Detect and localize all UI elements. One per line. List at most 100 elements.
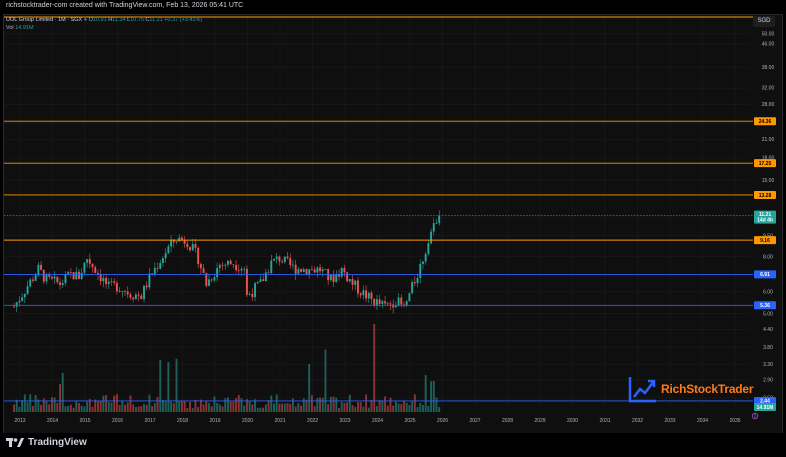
volume-bar	[210, 406, 213, 412]
candle-body	[321, 269, 324, 272]
candle-body	[83, 262, 86, 273]
candle-body	[32, 279, 34, 281]
last-price-countdown: 14d 4h	[757, 218, 773, 224]
candle-body	[370, 292, 373, 299]
price-level-pill	[754, 190, 776, 199]
x-tick-label: 2026	[437, 418, 448, 424]
volume-bar	[37, 399, 40, 412]
candle-body	[124, 291, 126, 292]
x-tick-label: 2021	[274, 418, 285, 424]
candle-body	[302, 269, 305, 272]
volume-bar	[88, 399, 91, 412]
candle-body	[221, 264, 224, 266]
volume-bar	[292, 398, 294, 412]
candle-body	[378, 299, 381, 304]
candle-body	[167, 246, 170, 254]
candle-body	[118, 291, 121, 292]
volume-bar	[61, 373, 64, 412]
candle-body	[53, 276, 56, 279]
candle-body	[178, 237, 181, 242]
volume-bar	[13, 404, 15, 412]
volume-bar	[424, 375, 427, 412]
candle-body	[419, 263, 422, 278]
volume-bar	[224, 398, 227, 412]
volume-bar	[254, 399, 256, 412]
volume-bar	[221, 406, 224, 412]
volume-bar	[172, 403, 175, 412]
volume-bar	[118, 405, 121, 412]
volume-bar	[86, 401, 89, 412]
volume-bar	[102, 395, 105, 412]
symbol-name: UOL Group Limited · 1M · SGX	[6, 17, 83, 23]
candle-body	[129, 294, 132, 298]
candle-body	[373, 298, 376, 306]
volume-bar	[430, 381, 433, 412]
candle-body	[183, 239, 186, 244]
candle-body	[308, 269, 311, 275]
price-level-pill-label: 2.44	[760, 399, 770, 405]
x-tick-label: 2013	[14, 418, 25, 424]
y-tick-label: 15.00	[762, 178, 775, 184]
volume-bar	[416, 407, 419, 412]
candle-body	[107, 281, 110, 284]
volume-bar	[29, 394, 32, 412]
candle-body	[137, 294, 140, 296]
price-level-pill	[754, 117, 776, 126]
volume-bar	[42, 398, 45, 412]
currency-button[interactable]: SGD	[753, 16, 775, 27]
chart-settings-icon[interactable]	[751, 412, 759, 420]
tradingview-logo[interactable]: TradingView	[6, 437, 87, 448]
candle-body	[48, 274, 51, 277]
x-tick-label: 2017	[144, 418, 155, 424]
candle-body	[324, 268, 327, 270]
volume-bar	[275, 394, 278, 412]
volume-bar	[251, 404, 254, 412]
volume-bar	[78, 403, 80, 412]
volume-bar	[213, 396, 216, 412]
volume-bar	[170, 401, 173, 412]
volume-bar	[126, 402, 129, 412]
volume-bar	[110, 402, 113, 412]
volume-bar	[321, 397, 324, 412]
volume-bar	[115, 394, 118, 412]
candle-body	[405, 301, 408, 306]
price-level-pill	[754, 270, 776, 279]
volume-bar	[129, 395, 132, 412]
candle-body	[381, 301, 384, 304]
candle-body	[175, 241, 178, 243]
candle-body	[189, 247, 191, 251]
volume-bar	[178, 401, 181, 412]
candle-body	[262, 279, 265, 282]
volume-bar	[32, 405, 34, 412]
candle-body	[384, 301, 386, 304]
price-level-pill	[754, 301, 776, 310]
x-tick-label: 2014	[47, 418, 58, 424]
candle-body	[270, 260, 273, 274]
candle-body	[115, 282, 118, 292]
volume-bar	[340, 401, 343, 412]
volume-bar	[91, 406, 94, 412]
candle-body	[216, 268, 219, 278]
candle-body	[313, 269, 316, 273]
tradingview-icon	[6, 438, 24, 447]
volume-bar	[294, 406, 297, 412]
candle-body	[186, 243, 189, 248]
y-tick-label: 38.00	[762, 65, 775, 71]
volume-bar	[72, 407, 75, 412]
candle-body	[148, 273, 151, 288]
volume-bar	[427, 405, 430, 412]
candle-body	[170, 239, 173, 247]
candle-body	[427, 243, 430, 254]
candle-body	[40, 264, 43, 270]
candle-body	[159, 263, 162, 269]
volume-bar	[346, 402, 349, 412]
symbol-legend: UOL Group Limited · 1M · SGX ● O10.91 H1…	[6, 16, 202, 32]
candle-body	[329, 274, 332, 281]
candle-body	[435, 223, 438, 224]
candle-body	[281, 261, 284, 263]
y-tick-label: 18.00	[762, 156, 775, 162]
candle-body	[416, 277, 419, 284]
price-level-pill-label: 9.16	[760, 238, 770, 244]
candle-body	[213, 277, 216, 281]
